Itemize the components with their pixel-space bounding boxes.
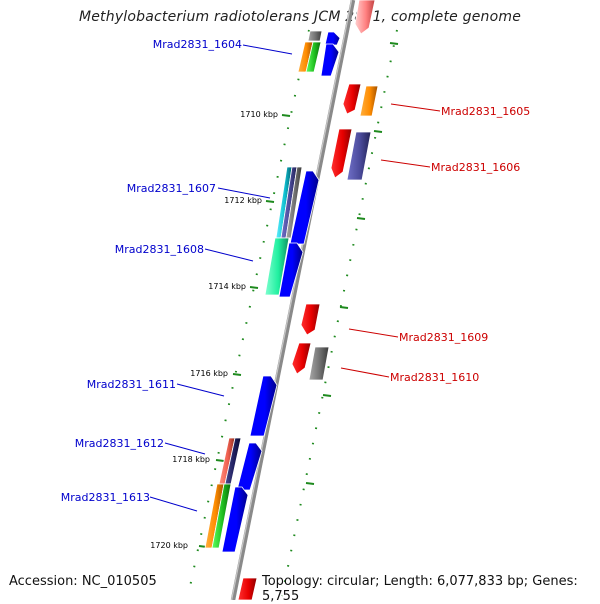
gene-feature[interactable] xyxy=(330,128,353,179)
gene-feature[interactable] xyxy=(342,83,362,115)
gene-label-mrad2831-1607[interactable]: Mrad2831_1607 xyxy=(127,182,216,195)
major-tick xyxy=(232,373,242,376)
gene-label-mrad2831-1608[interactable]: Mrad2831_1608 xyxy=(115,243,204,256)
gene-feature[interactable] xyxy=(300,303,321,336)
gene-feature[interactable] xyxy=(249,375,278,437)
gene-label-mrad2831-1609[interactable]: Mrad2831_1609 xyxy=(399,331,488,344)
major-ticks xyxy=(198,42,399,548)
gene-label-mrad2831-1606[interactable]: Mrad2831_1606 xyxy=(431,161,520,174)
leader-line xyxy=(380,159,431,168)
gene-feature[interactable] xyxy=(359,85,379,117)
leader-line xyxy=(242,44,293,55)
genome-backbone-highlight xyxy=(231,0,353,600)
gene-label-mrad2831-1604[interactable]: Mrad2831_1604 xyxy=(153,38,242,51)
major-tick xyxy=(215,459,225,462)
major-tick xyxy=(356,217,366,220)
major-tick xyxy=(281,114,291,117)
major-tick xyxy=(339,306,349,309)
tick-ring-right xyxy=(281,29,398,597)
gene-feature[interactable] xyxy=(324,31,341,46)
gene-label-mrad2831-1612[interactable]: Mrad2831_1612 xyxy=(75,437,164,450)
gene-feature[interactable] xyxy=(320,43,340,77)
gene-feature[interactable] xyxy=(346,131,372,181)
gene-feature[interactable] xyxy=(221,486,249,553)
tick-ring-left xyxy=(187,29,310,597)
major-tick xyxy=(305,482,315,485)
gene-label-mrad2831-1610[interactable]: Mrad2831_1610 xyxy=(390,371,479,384)
accession-text: Accession: NC_010505 xyxy=(9,574,157,589)
leader-line xyxy=(204,248,254,262)
leader-line xyxy=(217,187,271,199)
major-tick xyxy=(389,42,399,45)
tick-label: 1712 kbp xyxy=(224,196,262,205)
tick-label: 1718 kbp xyxy=(172,455,210,464)
gene-feature[interactable] xyxy=(278,242,304,298)
genome-backbone xyxy=(230,0,356,600)
leader-line xyxy=(176,383,225,397)
tick-label: 1710 kbp xyxy=(240,110,278,119)
major-tick xyxy=(322,394,332,397)
leader-line xyxy=(390,103,441,112)
leader-line xyxy=(164,442,206,455)
gene-feature[interactable] xyxy=(289,170,320,245)
gene-label-mrad2831-1605[interactable]: Mrad2831_1605 xyxy=(441,105,530,118)
tick-label: 1720 kbp xyxy=(150,541,188,550)
gene-label-mrad2831-1613[interactable]: Mrad2831_1613 xyxy=(61,491,150,504)
leader-line xyxy=(348,328,399,338)
gene-feature[interactable] xyxy=(237,577,258,600)
tick-label: 1716 kbp xyxy=(190,369,228,378)
gene-label-mrad2831-1611[interactable]: Mrad2831_1611 xyxy=(87,378,176,391)
gene-feature[interactable] xyxy=(305,41,322,73)
major-tick xyxy=(265,200,275,203)
leader-line xyxy=(340,367,390,378)
major-tick xyxy=(373,130,383,133)
gene-feature[interactable] xyxy=(354,0,376,35)
map-title: Methylobacterium radiotolerans JCM 2831,… xyxy=(78,9,522,25)
gene-feature[interactable] xyxy=(236,442,263,491)
tick-label: 1714 kbp xyxy=(208,282,246,291)
major-tick xyxy=(249,286,259,289)
gene-feature[interactable] xyxy=(308,346,330,381)
gene-feature[interactable] xyxy=(291,342,312,375)
gene-feature[interactable] xyxy=(211,483,232,549)
leader-line xyxy=(149,496,198,512)
gene-feature[interactable] xyxy=(307,30,323,42)
